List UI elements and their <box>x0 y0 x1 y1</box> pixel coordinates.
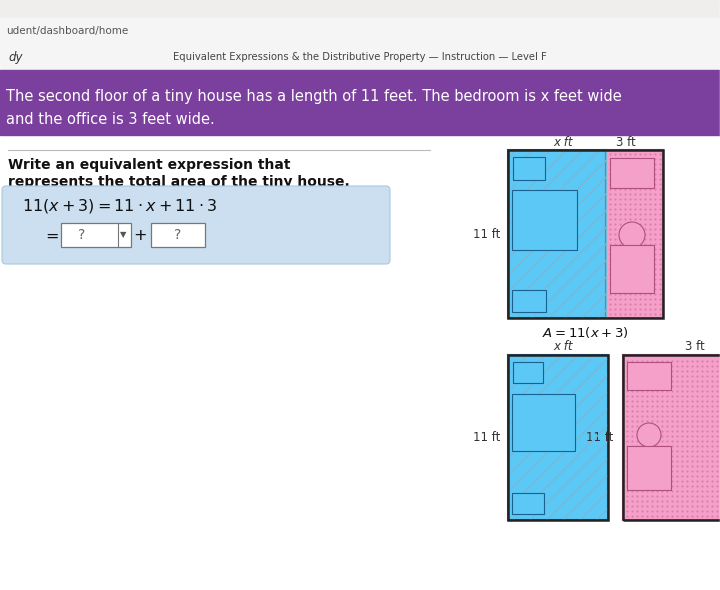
Bar <box>513 157 545 180</box>
Bar <box>512 290 546 312</box>
Text: Write an equivalent expression that: Write an equivalent expression that <box>8 158 290 172</box>
Text: 3 ft: 3 ft <box>685 340 705 353</box>
Bar <box>508 150 606 318</box>
Text: x ft: x ft <box>553 136 572 149</box>
Bar <box>512 493 544 514</box>
Bar <box>610 245 654 293</box>
Bar <box>0 18 720 43</box>
Text: ?: ? <box>78 228 86 242</box>
Text: $11(x+3) = 11 \cdot x + 11 \cdot 3$: $11(x+3) = 11 \cdot x + 11 \cdot 3$ <box>22 197 217 215</box>
Text: +: + <box>133 228 147 242</box>
Text: 11 ft: 11 ft <box>472 431 500 444</box>
Text: $=$: $=$ <box>42 228 59 242</box>
Bar <box>627 362 671 390</box>
Text: The second floor of a tiny house has a length of 11 feet. The bedroom is x feet : The second floor of a tiny house has a l… <box>6 88 622 103</box>
Text: ▼: ▼ <box>120 231 126 240</box>
Bar <box>623 355 720 520</box>
Bar <box>606 150 663 318</box>
Text: $A = 11(x+3)$: $A = 11(x+3)$ <box>541 324 629 339</box>
Text: ?: ? <box>174 228 181 242</box>
Bar <box>512 394 575 451</box>
Text: and the office is 3 feet wide.: and the office is 3 feet wide. <box>6 113 215 127</box>
Bar <box>0 43 720 70</box>
Bar <box>627 446 671 490</box>
Text: 3 ft: 3 ft <box>616 136 636 149</box>
FancyBboxPatch shape <box>2 186 390 264</box>
Bar <box>508 355 608 520</box>
Bar <box>0 70 720 135</box>
Circle shape <box>637 423 661 447</box>
Bar <box>512 190 577 250</box>
Bar <box>508 150 606 318</box>
Bar <box>513 362 543 383</box>
FancyBboxPatch shape <box>61 223 131 247</box>
Text: udent/dashboard/home: udent/dashboard/home <box>6 26 128 36</box>
Bar <box>508 355 608 520</box>
Bar <box>508 355 608 520</box>
Bar <box>508 150 663 318</box>
Text: dy: dy <box>8 51 22 64</box>
FancyBboxPatch shape <box>151 223 205 247</box>
Text: 11 ft: 11 ft <box>585 431 613 444</box>
Bar <box>623 355 720 520</box>
Bar <box>610 158 654 188</box>
Text: x ft: x ft <box>553 340 572 353</box>
Text: represents the total area of the tiny house.: represents the total area of the tiny ho… <box>8 175 350 189</box>
Bar <box>0 135 720 590</box>
Bar <box>0 0 720 18</box>
Text: 11 ft: 11 ft <box>472 228 500 241</box>
Circle shape <box>619 222 645 248</box>
Text: Equivalent Expressions & the Distributive Property — Instruction — Level F: Equivalent Expressions & the Distributiv… <box>173 52 547 62</box>
